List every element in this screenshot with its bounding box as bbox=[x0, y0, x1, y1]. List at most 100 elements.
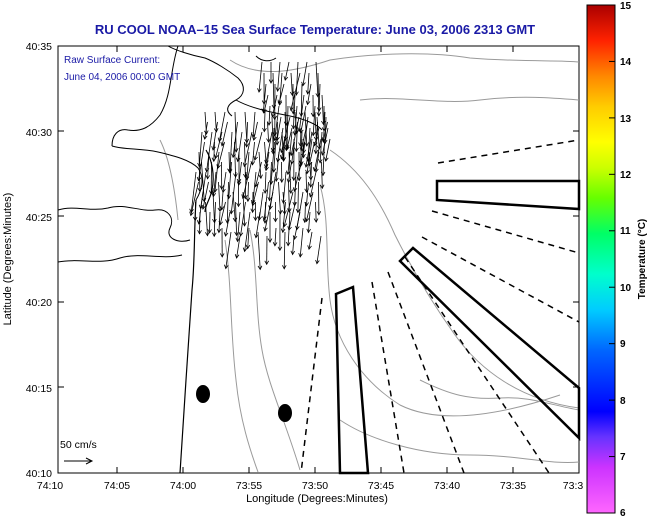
current-vector-head bbox=[241, 194, 246, 200]
coastline-nj-inner bbox=[57, 205, 191, 242]
current-vector bbox=[281, 131, 284, 162]
current-vector bbox=[312, 105, 316, 136]
current-vector-head bbox=[224, 264, 229, 270]
current-vector-head bbox=[254, 233, 259, 239]
current-vector bbox=[218, 211, 221, 233]
current-vector-head bbox=[281, 157, 287, 162]
current-vector-head bbox=[291, 176, 297, 182]
current-vector bbox=[309, 171, 317, 197]
current-vector-head bbox=[295, 225, 300, 231]
current-vector bbox=[290, 72, 293, 96]
current-vector-head bbox=[268, 180, 274, 186]
current-vector-head bbox=[252, 136, 257, 141]
current-vector-head bbox=[277, 209, 283, 215]
current-vector-head bbox=[242, 162, 248, 168]
current-vector-head bbox=[196, 220, 202, 225]
current-vector bbox=[316, 235, 322, 264]
current-vector-head bbox=[229, 209, 234, 215]
current-vector-head bbox=[262, 108, 267, 114]
current-vector bbox=[277, 61, 281, 92]
bathymetry-contour bbox=[319, 184, 561, 417]
dashed-transects bbox=[300, 139, 580, 474]
bathymetry-contour bbox=[329, 149, 580, 409]
current-vector-head bbox=[219, 205, 225, 211]
current-vector bbox=[315, 201, 317, 223]
current-vector-head bbox=[296, 176, 302, 182]
current-vector bbox=[246, 151, 250, 181]
current-vector-head bbox=[294, 147, 299, 153]
current-vector-head bbox=[273, 217, 278, 223]
current-vector bbox=[268, 105, 271, 126]
current-vector-head bbox=[321, 138, 326, 144]
current-vector-head bbox=[291, 124, 296, 130]
current-vector-head bbox=[304, 142, 309, 147]
current-vector bbox=[207, 151, 210, 179]
current-vector-head bbox=[319, 184, 325, 190]
current-vector bbox=[237, 131, 243, 162]
current-vector bbox=[234, 141, 236, 178]
box-south bbox=[334, 285, 370, 475]
x-axis-label: Longitude (Degrees:Minutes) bbox=[246, 493, 388, 505]
current-vector-head bbox=[272, 132, 277, 137]
current-vector bbox=[201, 161, 205, 202]
current-vector bbox=[228, 151, 230, 173]
current-vector bbox=[269, 161, 272, 201]
current-vector-head bbox=[315, 259, 320, 265]
current-vector-head bbox=[211, 157, 217, 163]
colorbar-tick: 10 bbox=[620, 283, 632, 294]
colorbar-tick: 7 bbox=[620, 452, 626, 463]
current-vector bbox=[237, 211, 241, 242]
current-vector bbox=[247, 181, 249, 202]
bathymetry-contour bbox=[419, 379, 580, 411]
current-vector-head bbox=[283, 76, 289, 81]
x-tick-labels: 74:10 74:05 74:00 73:55 73:50 73:45 73:4… bbox=[37, 480, 584, 492]
current-vector bbox=[294, 211, 301, 240]
x-tick: 73:45 bbox=[368, 480, 394, 492]
x-tick: 74:00 bbox=[170, 480, 196, 492]
current-vector bbox=[271, 94, 278, 117]
current-vector bbox=[190, 171, 197, 213]
current-vector bbox=[315, 151, 320, 173]
current-vector-head bbox=[257, 216, 262, 221]
current-vector bbox=[305, 171, 308, 193]
current-vector bbox=[287, 211, 291, 246]
current-vector-head bbox=[304, 217, 310, 223]
current-vector bbox=[288, 161, 292, 183]
y-tick-labels: 40:35 40:30 40:25 40:20 40:15 40:10 bbox=[26, 41, 52, 480]
current-vector bbox=[286, 127, 293, 151]
current-vector bbox=[264, 171, 267, 194]
y-tick: 40:10 bbox=[26, 468, 52, 480]
current-vector bbox=[310, 161, 312, 188]
current-vector bbox=[215, 131, 223, 159]
current-vector bbox=[300, 121, 308, 151]
current-vector-head bbox=[263, 226, 268, 232]
tick-marks bbox=[58, 46, 579, 473]
current-vector bbox=[321, 127, 329, 156]
current-vector-head bbox=[244, 143, 250, 148]
colorbar-ticks bbox=[609, 4, 615, 514]
current-vector-head bbox=[274, 141, 280, 146]
current-vector bbox=[272, 72, 275, 109]
current-vector bbox=[232, 191, 236, 222]
current-vector bbox=[206, 131, 213, 172]
bathymetry-contour bbox=[249, 229, 301, 471]
colorbar-tick: 6 bbox=[620, 508, 626, 519]
current-vector bbox=[240, 201, 246, 236]
current-vector bbox=[252, 181, 259, 206]
current-vector-head bbox=[289, 91, 295, 97]
current-vector bbox=[198, 131, 203, 167]
current-vector-head bbox=[302, 218, 308, 224]
current-vector bbox=[319, 131, 323, 163]
current-vector-head bbox=[268, 205, 273, 211]
colorbar-tick: 13 bbox=[620, 114, 632, 125]
current-vector-head bbox=[270, 112, 276, 118]
current-vector-head bbox=[212, 232, 217, 238]
current-vector-head bbox=[208, 190, 214, 195]
current-vector-head bbox=[298, 253, 303, 258]
current-vector bbox=[246, 121, 248, 147]
colorbar-tick: 15 bbox=[620, 1, 632, 12]
current-vector bbox=[229, 131, 233, 173]
current-vector bbox=[273, 138, 277, 172]
current-vector-head bbox=[234, 254, 240, 259]
current-vector bbox=[243, 131, 253, 167]
